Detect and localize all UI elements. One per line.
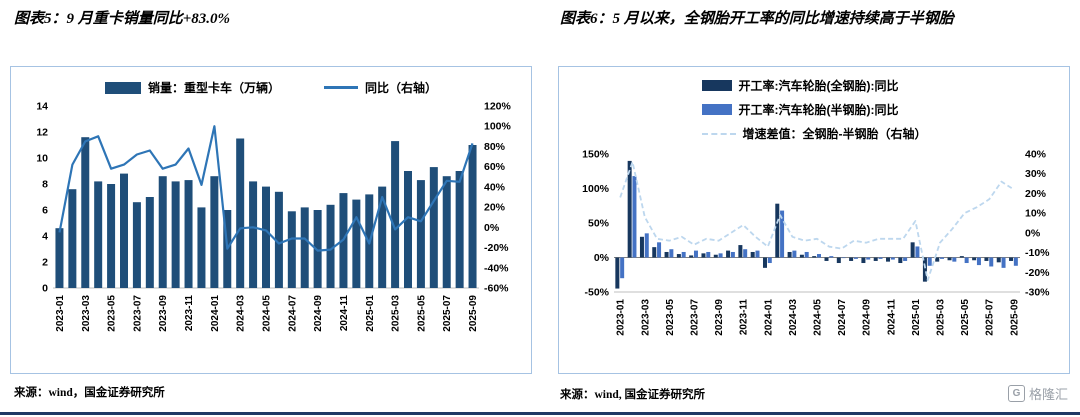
svg-text:100%: 100% [582, 183, 610, 195]
chart5-legend-yoy: 同比（右轴） [324, 79, 437, 96]
yoy-line-swatch-icon [324, 86, 358, 89]
svg-text:2023-01: 2023-01 [616, 299, 627, 336]
svg-text:20%: 20% [1025, 188, 1047, 200]
chart5-plot: 0 2 4 6 8 10 12 14 -60% -40% -20% 0% 20% 40% 60% 80% 100… [36, 101, 512, 332]
svg-text:2025-07: 2025-07 [442, 295, 453, 332]
svg-text:40%: 40% [1025, 149, 1047, 161]
svg-text:40%: 40% [484, 181, 506, 193]
full-steel-legend-label: 开工率:汽车轮胎(全钢胎):同比 [738, 79, 899, 93]
svg-text:2025-03: 2025-03 [936, 299, 947, 336]
chart6-legend-semi-steel: 开工率:汽车轮胎(半钢胎):同比 [701, 101, 927, 118]
svg-text:2023-05: 2023-05 [107, 295, 118, 332]
chart6-source: 来源：wind, 国金证券研究所 [560, 388, 706, 401]
svg-text:-40%: -40% [484, 262, 509, 274]
svg-text:2023-05: 2023-05 [665, 299, 676, 336]
svg-text:2023-01: 2023-01 [55, 295, 66, 332]
svg-text:2024-07: 2024-07 [287, 295, 298, 332]
svg-text:2025-03: 2025-03 [391, 295, 402, 332]
sources-row: 来源：wind，国金证券研究所 来源：wind, 国金证券研究所 G 格隆汇 [0, 384, 1080, 403]
svg-text:2023-09: 2023-09 [714, 299, 725, 336]
svg-text:14: 14 [36, 101, 48, 113]
svg-text:2025-09: 2025-09 [468, 295, 479, 332]
svg-text:2025-07: 2025-07 [985, 299, 996, 336]
svg-text:6: 6 [42, 205, 48, 217]
svg-text:2024-09: 2024-09 [313, 295, 324, 332]
svg-text:60%: 60% [484, 161, 506, 173]
svg-text:8: 8 [42, 179, 48, 191]
svg-text:2023-09: 2023-09 [158, 295, 169, 332]
svg-text:2023-03: 2023-03 [640, 299, 651, 336]
svg-text:2023-07: 2023-07 [689, 299, 700, 336]
gelonghui-logo-icon: G [1007, 385, 1025, 402]
svg-text:2024-09: 2024-09 [862, 299, 873, 336]
svg-text:-50%: -50% [584, 287, 609, 299]
svg-text:2025-01: 2025-01 [911, 299, 922, 336]
svg-text:2023-03: 2023-03 [81, 295, 92, 332]
svg-text:0: 0 [42, 283, 48, 295]
chart5-legend-sales: 销量：重型卡车（万辆） [104, 79, 280, 96]
chart-titles-row: 图表5：9 月重卡销量同比+83.0% 图表6：5 月以来，全钢胎开工率的同比增… [0, 0, 1080, 60]
diff-dash-line-swatch-icon [701, 132, 736, 135]
svg-text:10%: 10% [1025, 208, 1047, 220]
svg-text:2023-07: 2023-07 [132, 295, 143, 332]
chart5-panel: 销量：重型卡车（万辆） 同比（右轴） 0 2 4 6 8 10 12 14 -60% -40% -2… [10, 66, 532, 374]
svg-text:0%: 0% [484, 222, 500, 234]
svg-text:150%: 150% [582, 149, 610, 161]
svg-text:2024-11: 2024-11 [886, 299, 897, 336]
svg-text:0%: 0% [1025, 227, 1041, 239]
svg-text:4: 4 [42, 231, 48, 243]
sales-legend-label: 销量：重型卡车（万辆） [147, 81, 280, 95]
diff-legend-label: 增速差值：全钢胎-半钢胎（右轴） [742, 127, 927, 141]
gelonghui-watermark-text: 格隆汇 [1028, 387, 1068, 402]
svg-text:2025-05: 2025-05 [416, 295, 427, 332]
chart6-plot: -50% 0% 50% 100% 150% -30% -20% -10% 0% 10% 20% 30%… [582, 149, 1050, 336]
svg-text:2023-11: 2023-11 [739, 299, 750, 336]
svg-text:80%: 80% [484, 141, 506, 153]
chart6-source-wrap: 来源：wind, 国金证券研究所 G 格隆汇 [560, 384, 1068, 403]
svg-text:2024-01: 2024-01 [763, 299, 774, 336]
chart5-source: 来源：wind，国金证券研究所 [14, 387, 165, 399]
svg-text:2023-11: 2023-11 [184, 295, 195, 332]
svg-text:2025-01: 2025-01 [365, 295, 376, 332]
svg-text:20%: 20% [484, 202, 506, 214]
svg-text:120%: 120% [484, 101, 512, 113]
svg-text:2025-09: 2025-09 [1009, 299, 1020, 336]
semi-steel-legend-label: 开工率:汽车轮胎(半钢胎):同比 [738, 103, 899, 117]
bottom-rule-divider [0, 412, 1080, 415]
chart5-legend: 销量：重型卡车（万辆） 同比（右轴） [16, 79, 526, 96]
chart5-title: 图表5：9 月重卡销量同比+83.0% [14, 11, 231, 27]
svg-text:-30%: -30% [1025, 287, 1050, 299]
svg-text:-10%: -10% [1025, 247, 1050, 259]
svg-text:50%: 50% [588, 218, 610, 230]
svg-text:2024-03: 2024-03 [236, 295, 247, 332]
svg-text:-20%: -20% [484, 242, 509, 254]
chart6-title: 图表6：5 月以来，全钢胎开工率的同比增速持续高于半钢胎 [560, 11, 954, 27]
chart6-legend-diff: 增速差值：全钢胎-半钢胎（右轴） [701, 125, 927, 142]
svg-text:2024-11: 2024-11 [339, 295, 350, 332]
svg-text:10: 10 [36, 153, 48, 165]
svg-text:2: 2 [42, 257, 48, 269]
svg-text:2024-03: 2024-03 [788, 299, 799, 336]
gelonghui-watermark: G 格隆汇 [1007, 384, 1068, 403]
svg-text:2024-05: 2024-05 [262, 295, 273, 332]
svg-text:-60%: -60% [484, 283, 509, 295]
full-steel-bar-swatch-icon [701, 80, 732, 91]
svg-text:2024-01: 2024-01 [210, 295, 221, 332]
svg-text:2024-05: 2024-05 [813, 299, 824, 336]
svg-text:12: 12 [36, 127, 48, 139]
svg-text:-20%: -20% [1025, 267, 1050, 279]
chart-panels-row: 销量：重型卡车（万辆） 同比（右轴） 0 2 4 6 8 10 12 14 -60% -40% -2… [0, 66, 1080, 374]
sales-bar-swatch-icon [104, 81, 141, 94]
svg-text:2025-05: 2025-05 [960, 299, 971, 336]
chart6-legend: 开工率:汽车轮胎(全钢胎):同比 开工率:汽车轮胎(半钢胎):同比 增速差值：全… [701, 77, 927, 142]
svg-text:2024-07: 2024-07 [837, 299, 848, 336]
svg-text:30%: 30% [1025, 168, 1047, 180]
svg-text:0%: 0% [594, 252, 610, 264]
yoy-legend-label: 同比（右轴） [365, 81, 438, 95]
chart6-panel: 开工率:汽车轮胎(全钢胎):同比 开工率:汽车轮胎(半钢胎):同比 增速差值：全… [558, 66, 1070, 374]
svg-text:100%: 100% [484, 121, 512, 133]
chart6-legend-full-steel: 开工率:汽车轮胎(全钢胎):同比 [701, 77, 927, 94]
semi-steel-bar-swatch-icon [701, 104, 732, 115]
